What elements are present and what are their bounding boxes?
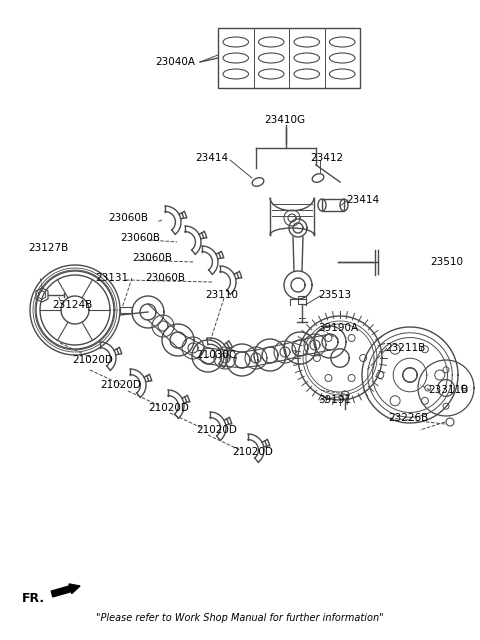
Bar xyxy=(289,28,324,88)
Text: 21020D: 21020D xyxy=(72,355,113,365)
Text: 23040A: 23040A xyxy=(155,57,195,67)
Text: 23513: 23513 xyxy=(318,290,351,300)
Text: 23060B: 23060B xyxy=(120,233,160,243)
Bar xyxy=(298,296,306,304)
Text: "Please refer to Work Shop Manual for further information": "Please refer to Work Shop Manual for fu… xyxy=(96,613,384,623)
Text: 21020D: 21020D xyxy=(232,447,273,457)
Text: 23060B: 23060B xyxy=(108,213,148,223)
Text: 21020D: 21020D xyxy=(100,380,141,390)
Text: 23060B: 23060B xyxy=(145,273,185,283)
Text: 21020D: 21020D xyxy=(148,403,189,413)
Text: 23110: 23110 xyxy=(205,290,239,300)
Text: 21020D: 21020D xyxy=(196,425,237,435)
Bar xyxy=(253,28,289,88)
Text: 23127B: 23127B xyxy=(28,243,68,253)
Text: 23311B: 23311B xyxy=(428,385,468,395)
Bar xyxy=(324,28,360,88)
Text: 23410G: 23410G xyxy=(264,115,306,125)
Bar xyxy=(120,307,132,313)
FancyArrow shape xyxy=(51,584,80,597)
Text: 23414: 23414 xyxy=(346,195,379,205)
Bar xyxy=(218,28,253,88)
Text: FR.: FR. xyxy=(22,591,45,605)
Text: 23412: 23412 xyxy=(310,153,343,163)
Text: 39191: 39191 xyxy=(318,395,351,405)
Text: 23510: 23510 xyxy=(430,257,463,267)
Text: 39190A: 39190A xyxy=(318,323,358,333)
Text: 23124B: 23124B xyxy=(52,300,92,310)
Text: 23211B: 23211B xyxy=(385,343,425,353)
Bar xyxy=(322,199,344,211)
Text: 23226B: 23226B xyxy=(388,413,428,423)
Text: 23060B: 23060B xyxy=(132,253,172,263)
Bar xyxy=(218,28,360,88)
Text: 23131: 23131 xyxy=(95,273,128,283)
Text: 23414: 23414 xyxy=(195,153,228,163)
Text: 21030C: 21030C xyxy=(196,350,236,360)
